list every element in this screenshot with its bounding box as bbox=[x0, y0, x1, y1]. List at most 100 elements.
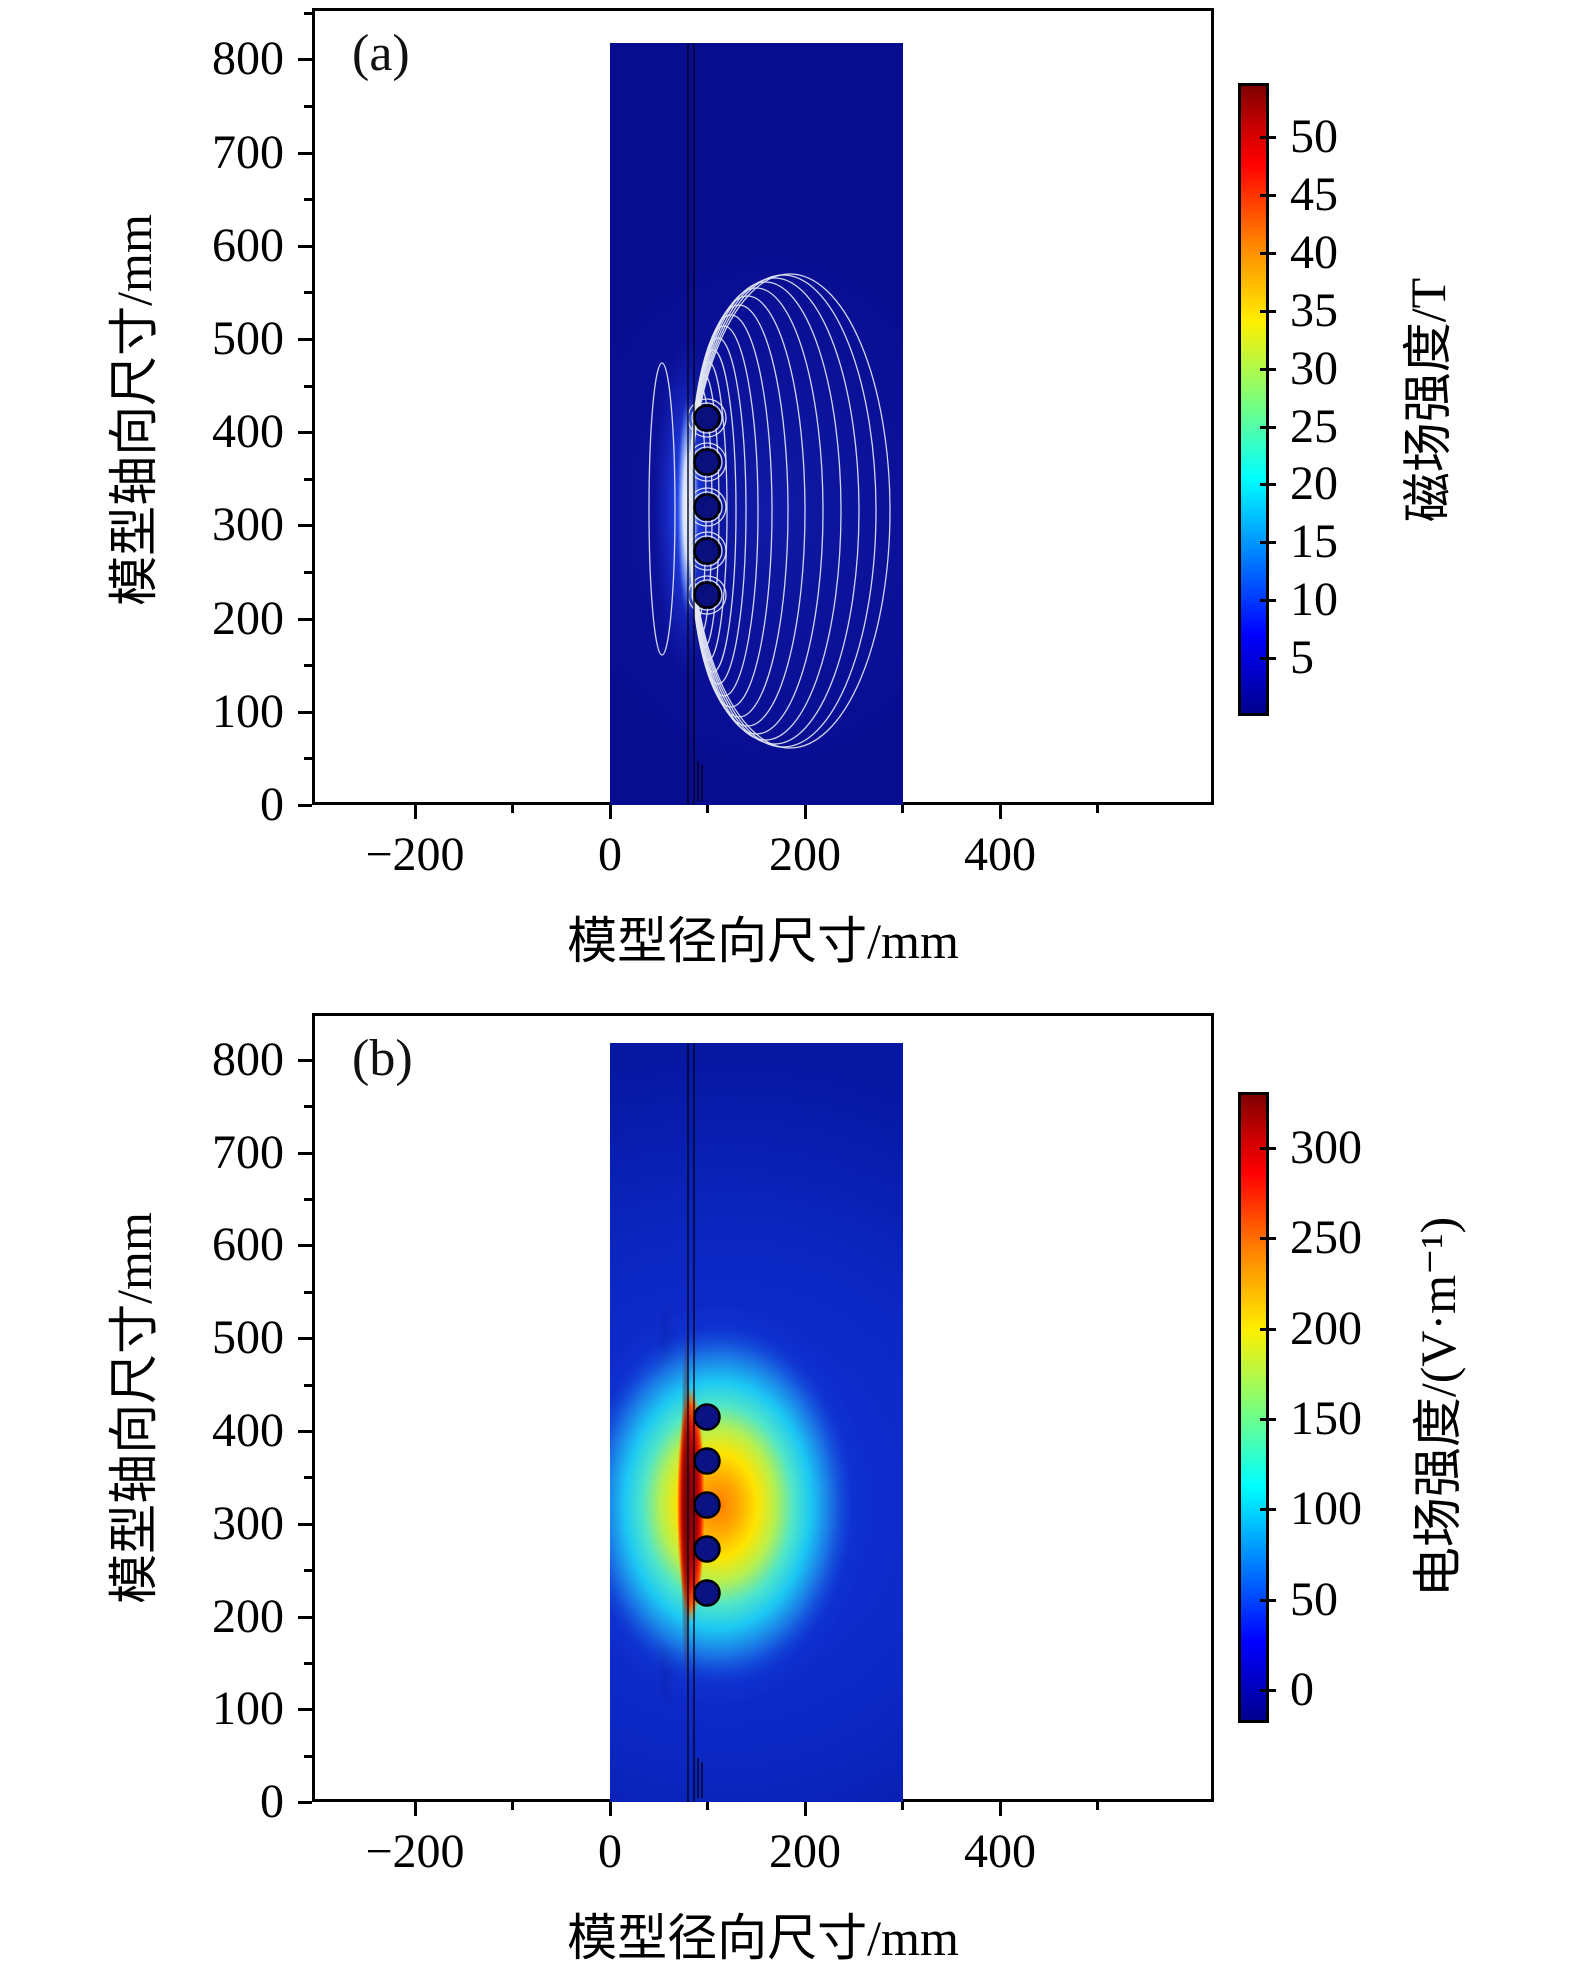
tick-label: 10 bbox=[1290, 573, 1338, 626]
tick-label: 50 bbox=[1290, 1573, 1338, 1626]
tick-label: 200 bbox=[212, 1590, 284, 1643]
tick-mark bbox=[304, 384, 312, 388]
tick-mark bbox=[1260, 1146, 1276, 1150]
tick-mark bbox=[304, 1197, 312, 1201]
tick-mark bbox=[298, 1707, 312, 1711]
tick-mark bbox=[1260, 1688, 1276, 1692]
tick-mark bbox=[298, 1243, 312, 1247]
tick-mark bbox=[298, 1151, 312, 1155]
tick-mark bbox=[1260, 1507, 1276, 1511]
tick-mark bbox=[298, 1058, 312, 1062]
tick-mark bbox=[298, 617, 312, 621]
tick-label: 250 bbox=[1290, 1211, 1362, 1264]
colorbar-b bbox=[1238, 1092, 1269, 1723]
tick-mark bbox=[1260, 482, 1276, 486]
tube-wall-lines bbox=[687, 1043, 703, 1802]
tick-mark bbox=[304, 663, 312, 667]
tick-mark bbox=[1260, 425, 1276, 429]
tick-mark bbox=[298, 1429, 312, 1433]
tick-label: 30 bbox=[1290, 342, 1338, 395]
tick-mark bbox=[511, 1802, 514, 1810]
tick-mark bbox=[304, 477, 312, 481]
tick-mark bbox=[304, 197, 312, 201]
tick-label: 20 bbox=[1290, 457, 1338, 510]
tick-mark bbox=[1260, 135, 1276, 139]
coil-circle bbox=[693, 404, 721, 432]
tick-mark bbox=[706, 805, 709, 813]
side-lobe-contour bbox=[648, 362, 676, 656]
tick-mark bbox=[1096, 1802, 1099, 1810]
tick-label: −200 bbox=[365, 1825, 465, 1878]
tick-mark bbox=[304, 1383, 312, 1387]
tick-mark bbox=[298, 523, 312, 527]
tick-mark bbox=[1260, 1417, 1276, 1421]
tick-mark bbox=[511, 805, 514, 813]
tick-label: 25 bbox=[1290, 400, 1338, 453]
tick-mark bbox=[1260, 1327, 1276, 1331]
tick-label: 0 bbox=[598, 1825, 622, 1878]
tick-label: 400 bbox=[964, 828, 1036, 881]
tick-mark bbox=[304, 1661, 312, 1665]
tick-label: 45 bbox=[1290, 168, 1338, 221]
panel-b-x-axis-title: 模型径向尺寸/mm bbox=[567, 1910, 959, 1966]
tick-label: 200 bbox=[769, 1825, 841, 1878]
tick-mark bbox=[1260, 367, 1276, 371]
flux-contour-lines bbox=[648, 273, 891, 749]
tick-mark bbox=[298, 244, 312, 248]
coil-circle bbox=[693, 537, 721, 565]
tick-mark bbox=[1260, 1236, 1276, 1240]
tick-mark bbox=[1260, 1598, 1276, 1602]
tick-mark bbox=[298, 710, 312, 714]
tick-label: 600 bbox=[212, 219, 284, 272]
tick-label: 200 bbox=[1290, 1302, 1362, 1355]
tick-mark bbox=[298, 1615, 312, 1619]
tick-mark bbox=[1260, 540, 1276, 544]
tick-mark bbox=[298, 151, 312, 155]
panel-b-model-rectangle bbox=[610, 1043, 903, 1802]
tick-mark bbox=[608, 1802, 612, 1816]
tick-label: 300 bbox=[212, 498, 284, 551]
colorbar-a bbox=[1238, 83, 1269, 716]
tick-label: 0 bbox=[1290, 1663, 1314, 1716]
tick-mark bbox=[304, 1475, 312, 1479]
tick-label: 0 bbox=[260, 778, 284, 831]
tick-mark bbox=[803, 805, 807, 819]
tick-label: 700 bbox=[212, 126, 284, 179]
panel-a-tag: (a) bbox=[352, 25, 410, 82]
tick-label: 800 bbox=[212, 1033, 284, 1086]
tick-mark bbox=[1260, 251, 1276, 255]
coil-circle bbox=[693, 1491, 721, 1519]
tick-mark bbox=[304, 104, 312, 108]
tick-label: 100 bbox=[212, 685, 284, 738]
tick-mark bbox=[304, 1104, 312, 1108]
tick-label: 400 bbox=[212, 1404, 284, 1457]
tick-mark bbox=[1260, 598, 1276, 602]
tick-label: 500 bbox=[212, 312, 284, 365]
tick-mark bbox=[803, 1802, 807, 1816]
tick-label: 100 bbox=[1290, 1482, 1362, 1535]
tick-mark bbox=[304, 1568, 312, 1572]
tick-mark bbox=[298, 1800, 312, 1804]
tube-wall-lines bbox=[687, 43, 703, 805]
panel-a-model-rectangle bbox=[610, 43, 903, 805]
tick-label: 800 bbox=[212, 32, 284, 85]
tick-mark bbox=[1260, 309, 1276, 313]
tick-mark bbox=[304, 1290, 312, 1294]
tick-label: 40 bbox=[1290, 226, 1338, 279]
tick-label: 600 bbox=[212, 1218, 284, 1271]
tick-label: 400 bbox=[964, 1825, 1036, 1878]
panel-b-tag: (b) bbox=[352, 1030, 413, 1087]
tick-mark bbox=[298, 803, 312, 807]
tick-label: 0 bbox=[598, 828, 622, 881]
tick-label: 400 bbox=[212, 405, 284, 458]
tick-mark bbox=[1260, 193, 1276, 197]
tick-mark bbox=[901, 1802, 904, 1810]
magnetic-field-map bbox=[610, 43, 903, 805]
tick-mark bbox=[298, 430, 312, 434]
tick-label: 200 bbox=[769, 828, 841, 881]
tick-mark bbox=[1096, 805, 1099, 813]
tick-label: 200 bbox=[212, 592, 284, 645]
tick-label: 35 bbox=[1290, 284, 1338, 337]
coil-circle bbox=[693, 493, 721, 521]
